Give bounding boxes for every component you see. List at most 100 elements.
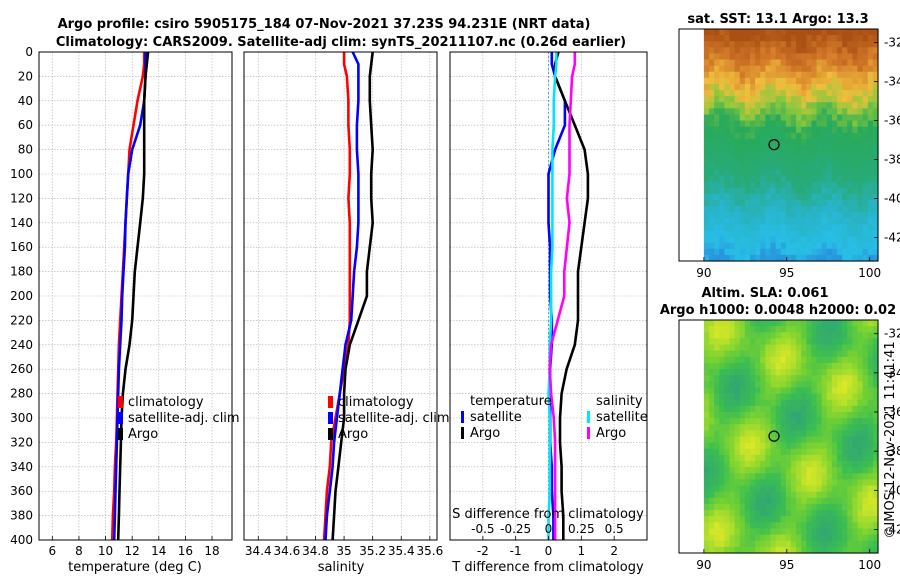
map-cell <box>842 236 848 244</box>
map-cell <box>755 65 761 73</box>
map-cell <box>719 522 725 530</box>
map-cell <box>867 224 874 232</box>
map-cell <box>785 248 792 256</box>
map-cell <box>785 71 792 79</box>
map-cell <box>760 528 766 536</box>
map-cell <box>765 138 772 146</box>
map-cell <box>831 248 838 256</box>
depth-tick-label: 340 <box>10 460 33 474</box>
map-cell <box>719 491 725 499</box>
map-cell <box>729 479 736 487</box>
map-cell <box>857 126 864 134</box>
map-cell <box>749 320 756 327</box>
map-cell <box>816 138 823 146</box>
map-cell <box>811 485 818 493</box>
map-cell <box>826 102 833 109</box>
map-cell <box>796 224 802 232</box>
map-cell <box>729 381 736 389</box>
map-cell <box>831 126 838 134</box>
map-cell <box>796 120 802 128</box>
map-cell <box>724 41 731 48</box>
map-cell <box>806 430 813 438</box>
map-cell <box>703 169 710 177</box>
x-tick-label: 34.8 <box>302 544 329 558</box>
map-cell <box>872 546 879 554</box>
map-cell <box>831 163 838 171</box>
map-cell <box>755 436 761 444</box>
map-cell <box>842 491 848 499</box>
map-cell <box>842 369 848 376</box>
map-cell <box>775 236 782 244</box>
map-cell <box>826 224 833 232</box>
map-cell <box>872 320 879 327</box>
map-cell <box>749 405 756 413</box>
map-cell <box>862 65 869 73</box>
map-cell <box>775 381 782 389</box>
map-cell <box>862 497 869 505</box>
map-cell <box>770 151 777 158</box>
map-cell <box>867 29 874 36</box>
map-cell <box>744 522 751 530</box>
map-cell <box>811 350 818 358</box>
map-cell <box>816 491 823 499</box>
map-cell <box>872 473 879 481</box>
map-cell <box>709 479 715 487</box>
map-cell <box>703 224 710 232</box>
map-cell <box>714 47 720 55</box>
map-cell <box>734 534 741 542</box>
map-cell <box>811 212 818 219</box>
map-cell <box>826 461 833 468</box>
map-cell <box>714 534 720 542</box>
map-cell <box>847 350 853 358</box>
map-cell <box>847 83 853 91</box>
map-cell <box>744 399 751 407</box>
map-cell <box>821 218 828 225</box>
map-cell <box>847 224 853 232</box>
depth-tick-label: 240 <box>10 338 33 352</box>
map-cell <box>785 102 792 109</box>
map-cell <box>816 485 823 493</box>
map-cell <box>744 350 751 358</box>
map-cell <box>837 436 843 444</box>
map-cell <box>703 344 710 352</box>
map-cell <box>811 187 818 195</box>
map-cell <box>826 53 833 61</box>
map-cell <box>837 326 843 333</box>
map-cell <box>842 157 848 164</box>
map-cell <box>785 218 792 225</box>
map-cell <box>831 65 838 73</box>
map-cell <box>724 442 731 450</box>
map-cell <box>734 362 741 370</box>
map-cell <box>842 47 848 55</box>
map-cell <box>826 350 833 358</box>
map-cell <box>790 193 797 201</box>
map-cell <box>729 59 736 67</box>
map-cell <box>760 522 766 530</box>
map-cell <box>811 387 818 395</box>
map-cell <box>709 218 715 225</box>
salinity-panel: 34.4 34.6 34.8 35 35.2 35.4 35.6 salinity clim… <box>243 51 450 575</box>
map-cell <box>790 540 797 548</box>
map-cell <box>744 424 751 431</box>
map-cell <box>734 157 741 164</box>
map-cell <box>709 212 715 219</box>
map-cell <box>734 430 741 438</box>
map-cell <box>831 430 838 438</box>
map-cell <box>852 344 859 352</box>
map-cell <box>821 356 828 364</box>
map-cell <box>765 387 772 395</box>
map-cell <box>842 181 848 189</box>
map-cell <box>816 510 823 517</box>
map-cell <box>755 181 761 189</box>
map-cell <box>729 497 736 505</box>
map-cell <box>862 320 869 327</box>
map-cell <box>852 65 859 73</box>
map-cell <box>724 218 731 225</box>
map-cell <box>760 163 766 171</box>
map-cell <box>867 510 874 517</box>
map-cell <box>724 29 731 36</box>
map-cell <box>714 41 720 48</box>
map-cell <box>837 546 843 554</box>
map-cell <box>811 71 818 79</box>
map-cell <box>703 418 710 425</box>
